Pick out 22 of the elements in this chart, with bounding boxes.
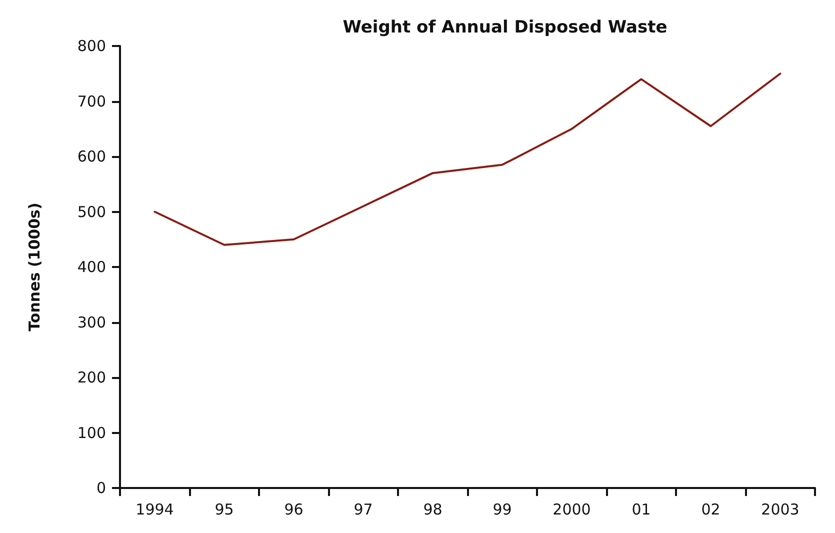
y-tick-label: 400 xyxy=(77,258,106,276)
x-tick-label: 01 xyxy=(632,500,651,518)
y-tick-label: 700 xyxy=(77,92,106,110)
x-tick-label: 2003 xyxy=(761,500,800,518)
line-series xyxy=(154,72,782,246)
x-tick-label: 2000 xyxy=(552,500,591,518)
x-tick-label: 97 xyxy=(354,500,373,518)
x-tick-label: 98 xyxy=(423,500,442,518)
x-tick-label: 99 xyxy=(492,500,512,518)
y-tick-label: 300 xyxy=(77,313,106,332)
y-tick-label: 0 xyxy=(96,479,106,497)
y-tick-label: 800 xyxy=(77,37,106,55)
y-tick-label: 200 xyxy=(77,368,106,386)
y-axis-title: Tonnes (1000s) xyxy=(26,202,44,332)
y-tick-label: 500 xyxy=(77,202,106,221)
x-tick-label: 02 xyxy=(701,500,720,518)
x-tick-label: 95 xyxy=(214,500,234,518)
y-tick-label: 600 xyxy=(77,148,106,166)
x-tick-label: 1994 xyxy=(136,500,174,518)
y-tick-label: 100 xyxy=(77,424,106,442)
x-tick-label: 96 xyxy=(284,500,304,518)
chart-title: Weight of Annual Disposed Waste xyxy=(342,18,668,38)
